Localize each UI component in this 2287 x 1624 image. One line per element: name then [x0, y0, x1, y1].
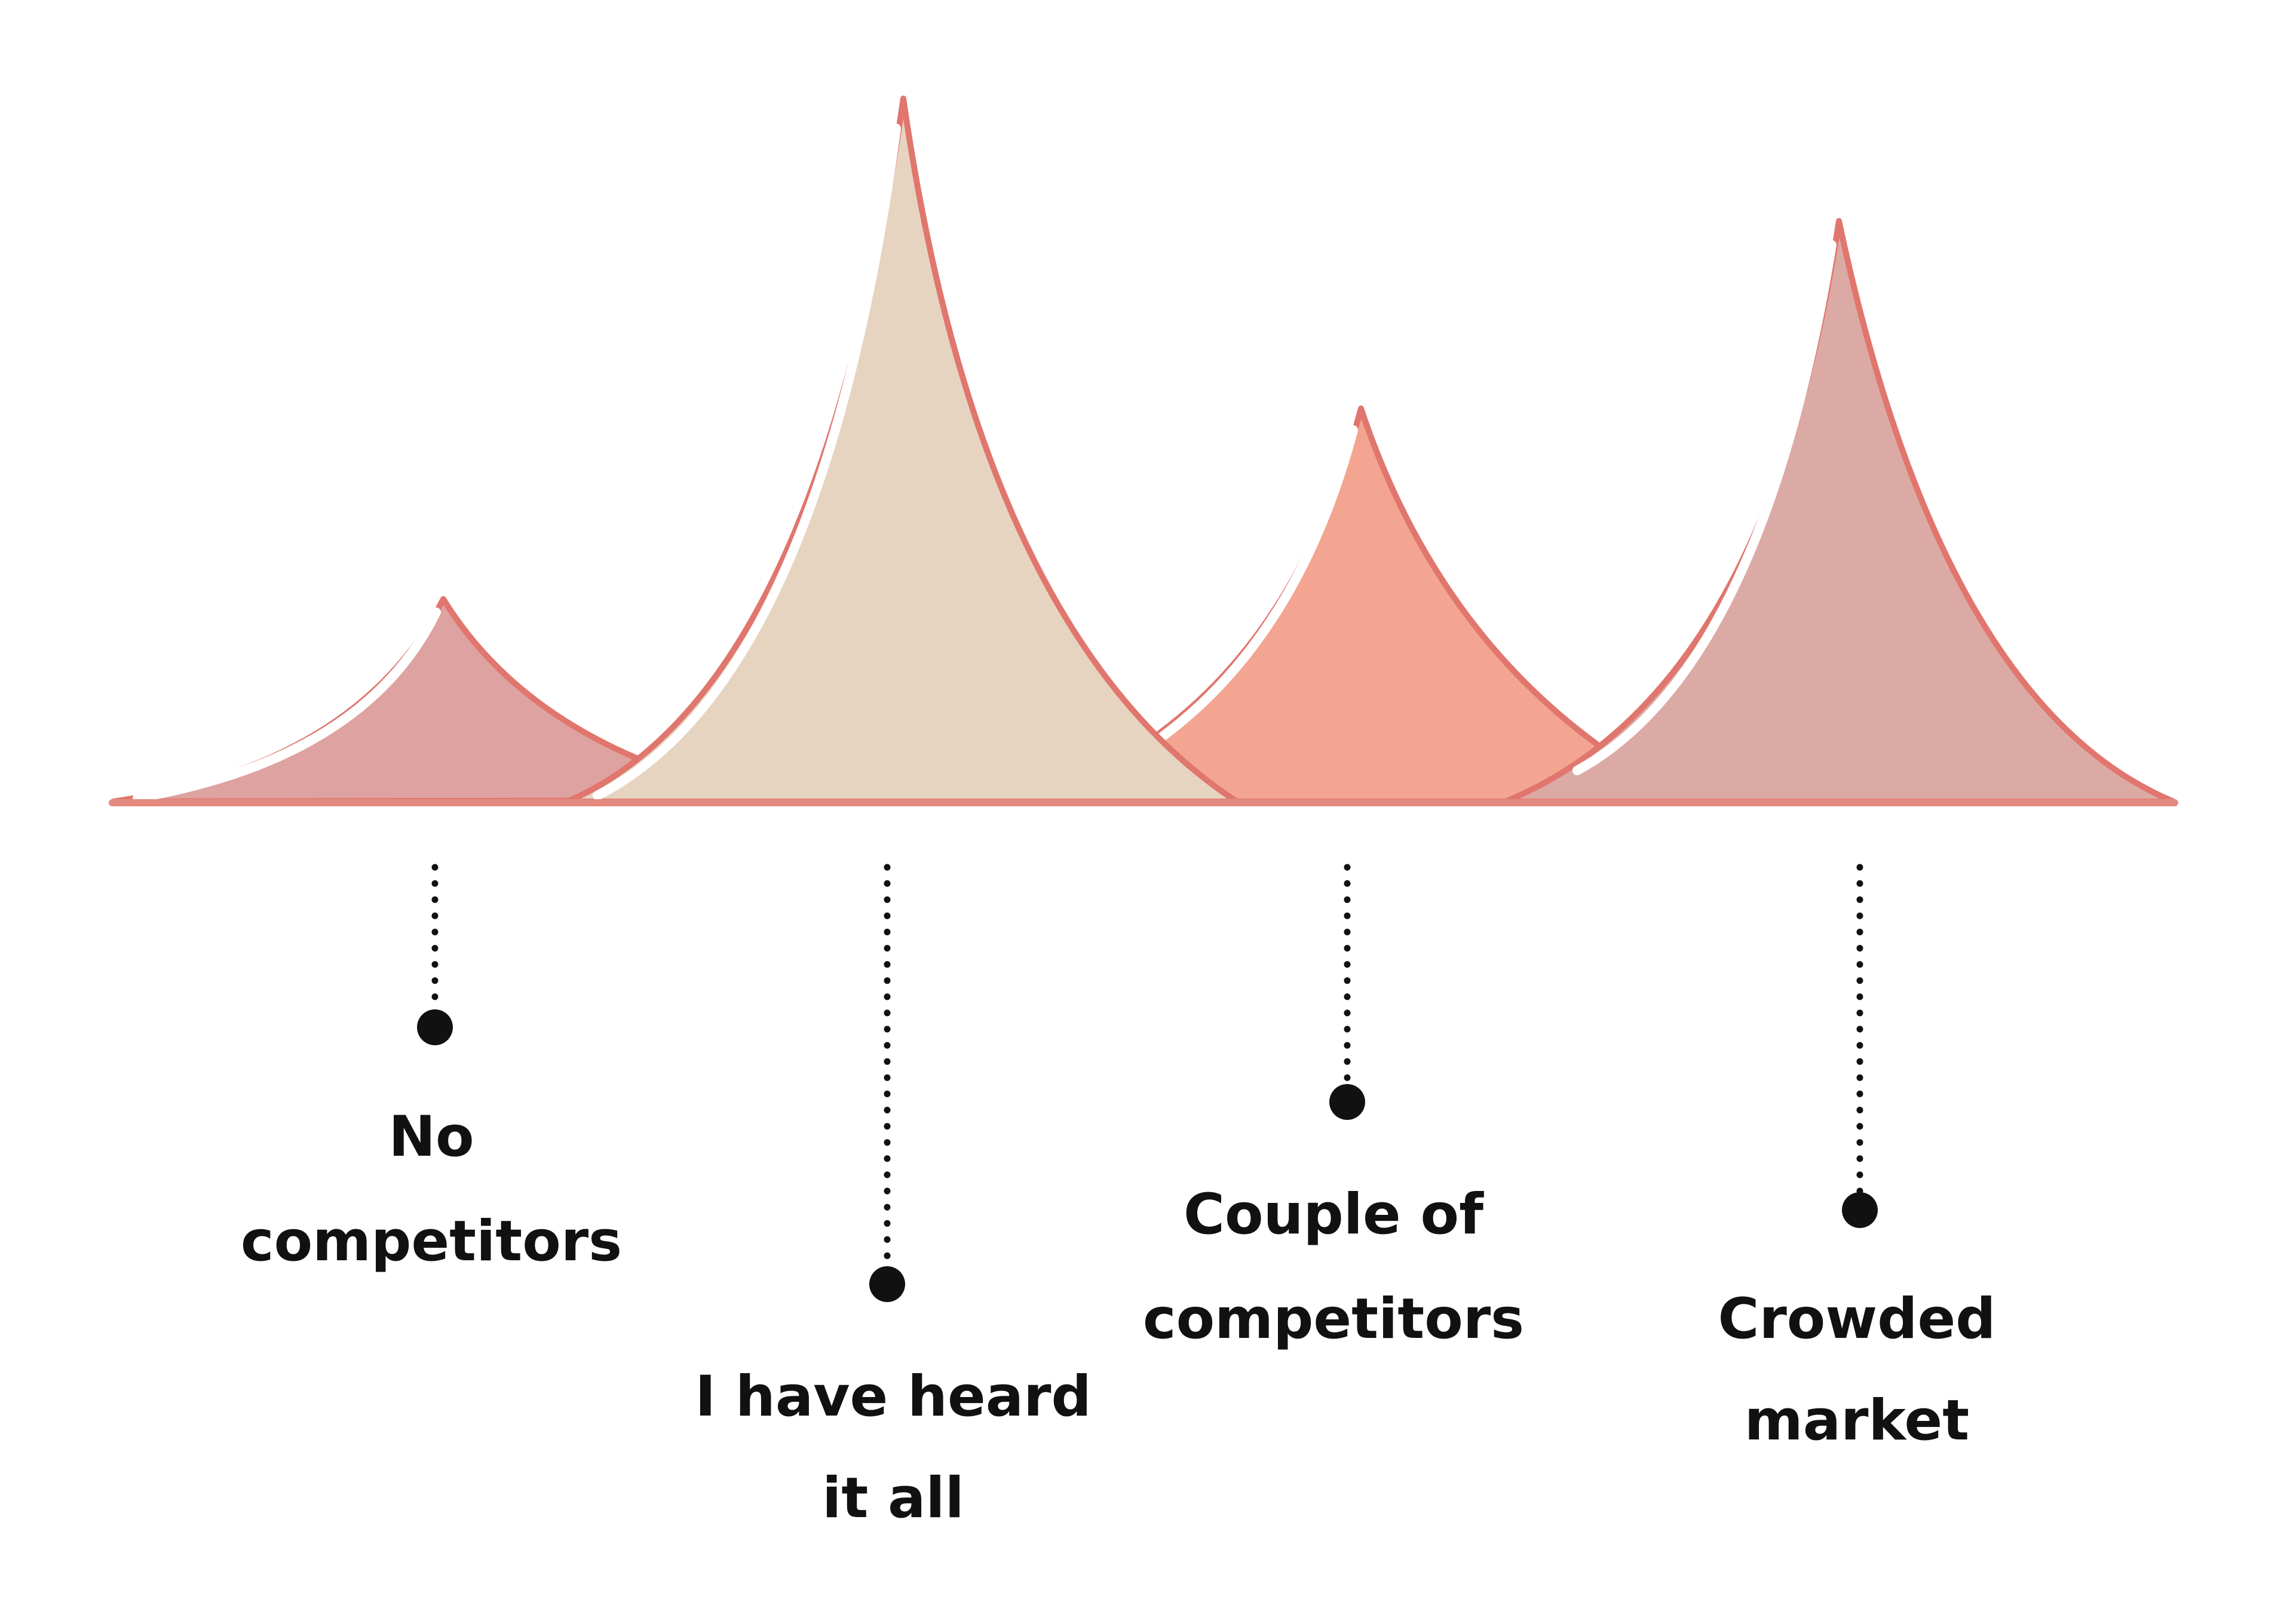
leader-dot-crowded-market: [1842, 1192, 1878, 1228]
label-heard-it-all-line-2: it all: [822, 1466, 964, 1531]
leader-dot-couple-of-competitors: [1329, 1084, 1365, 1120]
peak-heard-it-all: [565, 96, 1240, 805]
peak-crowded-market: [1503, 218, 2176, 805]
label-no-competitors-line-1: No: [388, 1104, 474, 1169]
peak-no-competitors-highlight: [133, 607, 441, 803]
peak-heard-it-all-highlight: [593, 124, 901, 800]
peak-crowded-market-highlight: [1572, 240, 1837, 775]
label-couple-of-competitors-line-2: competitors: [1143, 1287, 1524, 1352]
leader-dot-heard-it-all: [869, 1266, 905, 1302]
leaders-layer: [417, 864, 1878, 1302]
label-heard-it-all-line-1: I have heard: [695, 1364, 1092, 1429]
labels-layer: No competitors I have heard it all Coupl…: [241, 1104, 1996, 1531]
label-crowded-market-line-2: market: [1745, 1388, 1969, 1453]
label-no-competitors-line-2: competitors: [241, 1209, 622, 1274]
label-couple-of-competitors-line-1: Couple of: [1184, 1182, 1484, 1247]
peaks-layer: [111, 96, 2176, 805]
leader-dot-no-competitors: [417, 1009, 453, 1045]
label-crowded-market-line-1: Crowded: [1718, 1287, 1995, 1352]
